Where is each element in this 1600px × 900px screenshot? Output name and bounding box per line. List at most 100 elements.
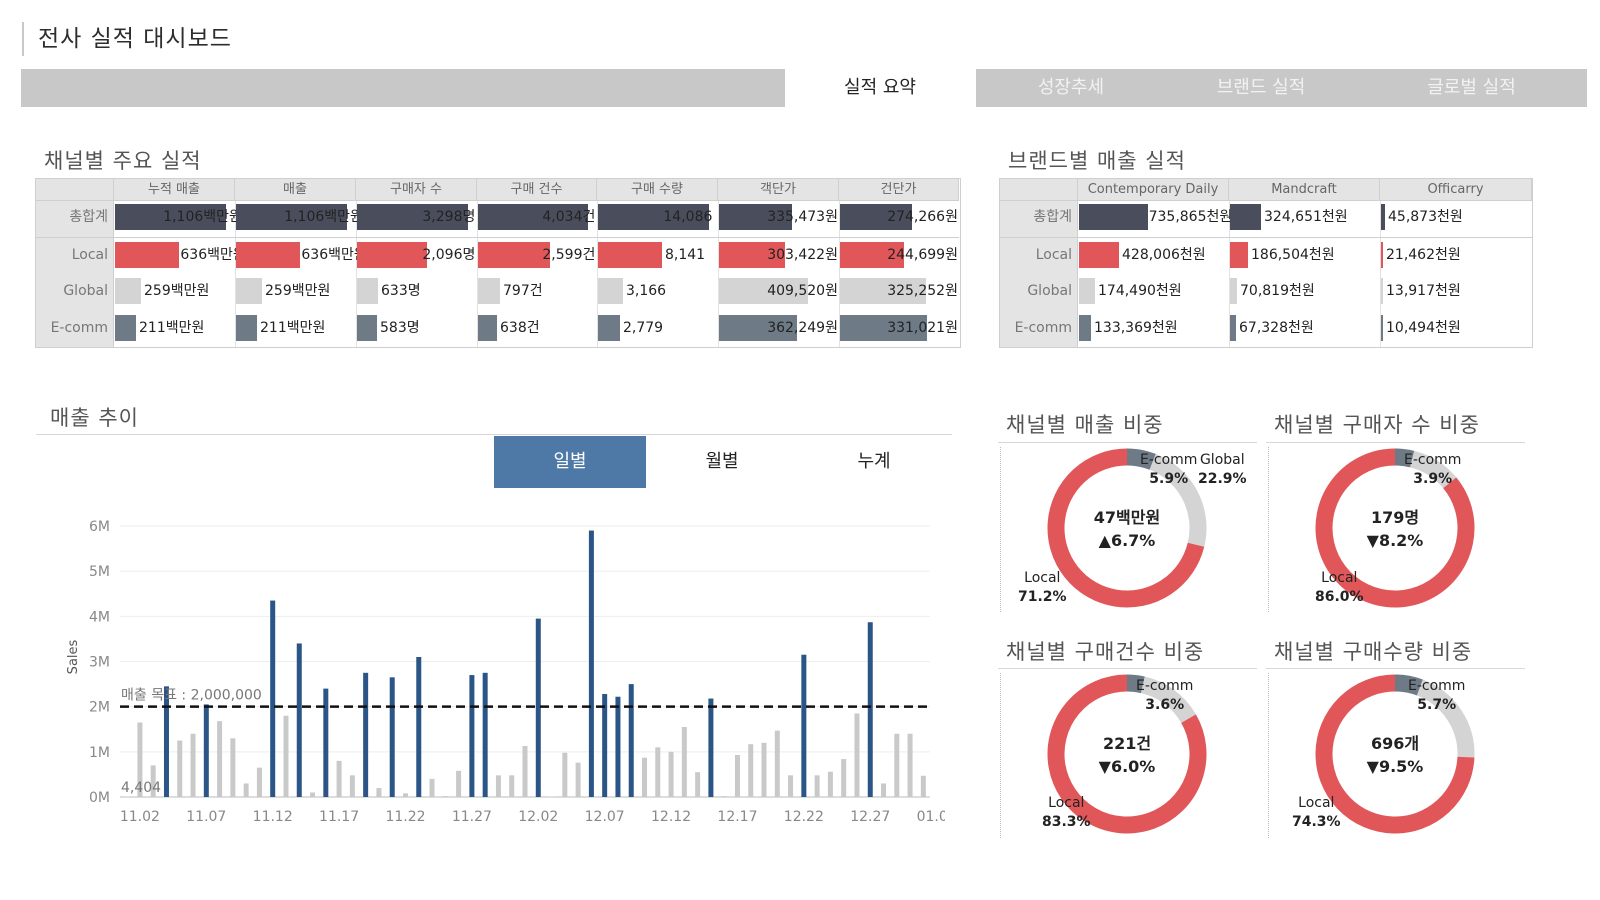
x-tick-label: 11.07 — [186, 809, 226, 825]
slice-label-local: Local 83.3% — [1042, 795, 1091, 830]
donut-buyer-share — [1310, 443, 1480, 617]
header-separator — [1000, 200, 1532, 201]
donut-center-sales: 47백만원 ▲6.7% — [1067, 506, 1187, 552]
value-bar — [1230, 315, 1236, 341]
cell-value: 133,369천원 — [1094, 320, 1178, 336]
donut-chart — [1315, 448, 1475, 608]
row-label: Local — [71, 247, 108, 263]
column-separator — [1229, 200, 1230, 347]
x-tick-label: 12.22 — [784, 809, 824, 825]
slice-label-local: Local 74.3% — [1292, 795, 1341, 830]
cell-value: 13,917천원 — [1386, 283, 1461, 299]
donut-divider — [1266, 668, 1525, 669]
value-bar — [719, 315, 797, 341]
sales-bar — [854, 713, 860, 797]
donut-slice-ecomm — [1126, 448, 1156, 470]
donut-qty-share — [1310, 669, 1480, 843]
row-label: 총합계 — [1033, 209, 1072, 225]
sales-bar — [256, 767, 262, 797]
donut-slice-local — [1315, 448, 1475, 608]
value-bar — [478, 278, 500, 304]
cell-value: 409,520원 — [767, 283, 838, 299]
value-bar — [115, 204, 226, 230]
sales-bar — [867, 622, 873, 797]
cell-value: 67,328천원 — [1239, 320, 1314, 336]
sales-trend-chart: 0M 1M 2M 3M 4M 5M 6M Sales 11.02 11.07 11.12 11.17 1… — [66, 519, 945, 825]
y-tick-label: 1M — [89, 745, 110, 761]
value-bar — [1381, 315, 1383, 341]
sales-bar — [469, 675, 475, 797]
column-separator — [356, 200, 357, 347]
sales-bar — [734, 755, 740, 797]
sales-bar — [376, 787, 382, 797]
daily-button[interactable]: 일별 — [494, 436, 646, 488]
cell-value: 636백만원 — [301, 247, 367, 263]
sales-bar — [748, 744, 754, 797]
cell-value: 45,873천원 — [1388, 209, 1463, 225]
center-value: 179명 — [1370, 508, 1420, 527]
donut-divider — [998, 668, 1257, 669]
cell-value: 211백만원 — [139, 320, 205, 336]
value-bar — [357, 315, 377, 341]
y-axis-label: Sales — [66, 639, 81, 674]
value-bar — [357, 278, 378, 304]
column-header: 누적 매출 — [114, 179, 235, 200]
value-bar — [1230, 242, 1248, 268]
y-tick-label: 5M — [89, 564, 110, 580]
value-bar — [840, 278, 926, 304]
cell-value: 8,141 — [665, 247, 706, 263]
sales-bar — [323, 688, 329, 797]
slice-label-global: Global 22.9% — [1198, 452, 1247, 487]
cell-value: 324,651천원 — [1264, 209, 1348, 225]
tab-brand[interactable]: 브랜드 실적 — [1166, 69, 1356, 107]
sales-bar — [841, 759, 847, 797]
cell-value: 331,021원 — [887, 320, 958, 336]
value-bar — [719, 242, 785, 268]
cell-value: 10,494천원 — [1386, 320, 1461, 336]
donut-title-orders: 채널별 구매건수 비중 — [1006, 640, 1205, 664]
sales-bar — [429, 778, 435, 797]
slice-label-ecomm: E-comm 5.7% — [1408, 678, 1466, 713]
column-header: 구매 수량 — [597, 179, 718, 200]
monthly-button[interactable]: 월별 — [646, 436, 798, 488]
sales-bar — [177, 740, 183, 797]
tab-growth[interactable]: 성장추세 — [976, 69, 1166, 107]
sales-bar — [774, 730, 780, 797]
donut-order-share — [1042, 669, 1212, 843]
donut-divider — [1266, 442, 1525, 443]
cell-value: 362,249원 — [767, 320, 838, 336]
value-bar — [1230, 204, 1261, 230]
cell-value: 583명 — [380, 320, 420, 336]
cell-value: 325,252원 — [887, 283, 958, 299]
sales-bar — [549, 796, 555, 797]
donut-title-buyers: 채널별 구매자 수 비중 — [1274, 413, 1480, 437]
sales-bar — [655, 747, 661, 797]
y-tick-label: 4M — [89, 609, 110, 625]
row-label: E-comm — [1014, 320, 1072, 336]
value-bar — [115, 242, 179, 268]
sales-bar — [482, 672, 488, 797]
donut-slice-ecomm — [1126, 674, 1145, 694]
cell-value: 428,006천원 — [1122, 247, 1206, 263]
x-tick-label: 11.27 — [452, 809, 492, 825]
cell-value: 1,106백만원 — [284, 209, 363, 225]
tab-summary[interactable]: 실적 요약 — [785, 69, 975, 107]
cell-value: 186,504천원 — [1251, 247, 1335, 263]
x-tick-label: 12.07 — [585, 809, 625, 825]
cumulative-button[interactable]: 누계 — [798, 436, 950, 488]
tab-global[interactable]: 글로벌 실적 — [1356, 69, 1587, 107]
sales-bar — [801, 654, 807, 797]
column-header: Contemporary Daily — [1078, 179, 1229, 200]
x-tick-label: 01.01 — [917, 809, 945, 825]
donut-border — [1000, 673, 1001, 838]
donut-divider — [998, 442, 1257, 443]
sales-bar — [562, 752, 568, 797]
value-bar — [478, 204, 588, 230]
cell-value: 303,422원 — [767, 247, 838, 263]
sales-bar — [721, 796, 727, 797]
y-tick-label: 2M — [89, 700, 110, 716]
table-header-corner — [36, 179, 114, 200]
cell-value: 633명 — [381, 283, 421, 299]
value-bar — [236, 315, 257, 341]
sales-bar — [230, 738, 236, 797]
